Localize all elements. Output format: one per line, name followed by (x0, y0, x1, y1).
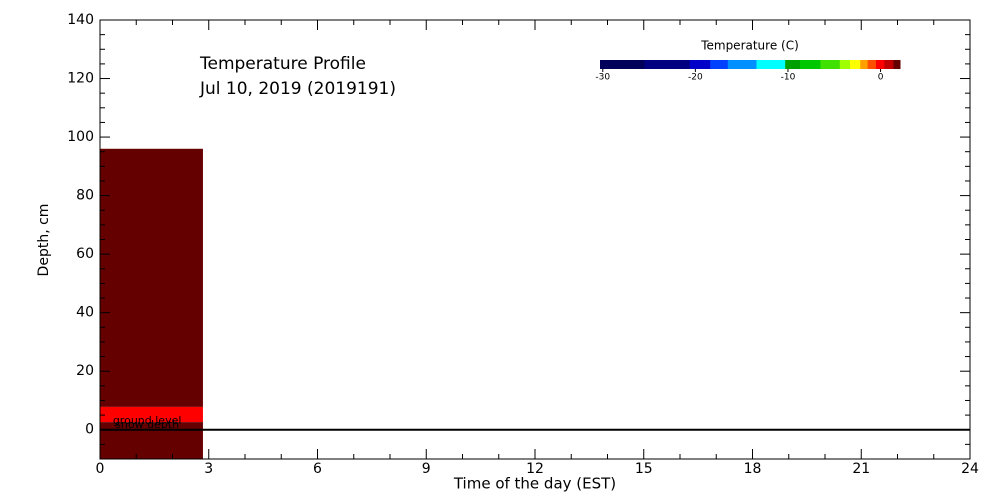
x-tick-label: 0 (96, 461, 105, 477)
y-tick-label: 20 (76, 363, 94, 379)
annotation: snow depth (115, 418, 179, 431)
y-tick-label: 140 (67, 12, 94, 28)
colorbar-segment (600, 60, 645, 69)
colorbar-tick-label: -10 (781, 73, 796, 83)
x-tick-label: 15 (635, 461, 653, 477)
colorbar-segment (860, 60, 869, 69)
y-tick-label: 80 (76, 188, 94, 204)
y-tick-label: 40 (76, 305, 94, 321)
x-tick-label: 21 (852, 461, 870, 477)
y-tick-label: 0 (85, 422, 94, 438)
colorbar-segment (756, 60, 786, 69)
x-tick-label: 6 (313, 461, 322, 477)
y-axis-label: Depth, cm (36, 204, 52, 277)
x-tick-label: 24 (961, 461, 979, 477)
colorbar-segment (800, 60, 821, 69)
colorbar-segment (785, 60, 801, 69)
heat-cell (100, 422, 203, 459)
y-tick-label: 120 (67, 71, 94, 87)
colorbar-segment (689, 60, 711, 69)
x-tick-label: 18 (744, 461, 762, 477)
colorbar-segment (875, 60, 885, 69)
x-tick-label: 9 (422, 461, 431, 477)
colorbar-segment (839, 60, 851, 69)
colorbar-tick-label: 0 (878, 73, 884, 83)
chart-subtitle: Jul 10, 2019 (2019191) (199, 79, 396, 99)
colorbar-tick-label: -30 (595, 73, 610, 83)
colorbar-segment (820, 60, 841, 69)
colorbar-segment (867, 60, 877, 69)
annotation: ground level (113, 414, 182, 427)
colorbar-segment (893, 60, 901, 69)
colorbar-segment (644, 60, 691, 69)
colorbar-label: Temperature (C) (700, 39, 799, 53)
heat-cell (100, 406, 203, 423)
x-tick-label: 12 (526, 461, 544, 477)
y-tick-label: 60 (76, 246, 94, 262)
chart-title: Temperature Profile (199, 54, 366, 74)
colorbar-tick-label: -20 (688, 73, 703, 83)
colorbar-segment (727, 60, 757, 69)
x-tick-label: 3 (204, 461, 213, 477)
y-tick-label: 100 (67, 129, 94, 145)
heat-cell (100, 148, 203, 407)
colorbar-segment (710, 60, 729, 69)
colorbar-segment (884, 60, 895, 69)
colorbar-segment (850, 60, 861, 69)
x-axis-label: Time of the day (EST) (453, 475, 616, 493)
